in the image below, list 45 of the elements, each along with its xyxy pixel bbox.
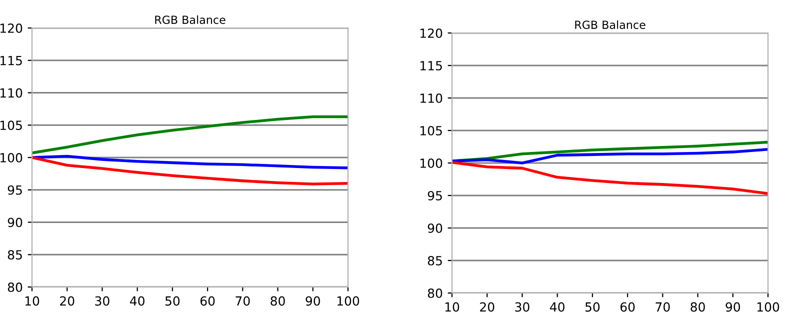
x-tick-label: 60 bbox=[200, 296, 215, 306]
y-tick-label: 115 bbox=[420, 61, 442, 70]
y-tick-label: 85 bbox=[8, 250, 22, 260]
x-tick-label: 90 bbox=[306, 296, 320, 306]
x-tick-label: 10 bbox=[445, 302, 460, 312]
y-tick-label: 110 bbox=[420, 93, 442, 103]
x-tick-label: 80 bbox=[270, 296, 285, 306]
y-tick-label: 90 bbox=[8, 218, 22, 228]
y-tick-label: 110 bbox=[0, 88, 22, 98]
y-tick-label: 100 bbox=[420, 158, 442, 168]
chart-title: RGB Balance bbox=[155, 15, 226, 24]
y-tick-label: 105 bbox=[0, 120, 22, 130]
line-series bbox=[452, 148, 768, 164]
y-tick-label: 120 bbox=[0, 23, 22, 33]
x-tick-label: 30 bbox=[95, 296, 110, 306]
x-tick-label: 20 bbox=[480, 302, 494, 312]
y-tick-label: 105 bbox=[420, 126, 442, 136]
line-series bbox=[32, 154, 348, 170]
x-tick-label: 70 bbox=[236, 296, 250, 306]
x-tick-label: 40 bbox=[550, 302, 564, 312]
y-tick-label: 115 bbox=[0, 56, 22, 66]
x-tick-label: 100 bbox=[337, 296, 360, 306]
x-tick-label: 50 bbox=[165, 296, 180, 306]
x-tick-label: 90 bbox=[726, 302, 740, 312]
y-tick-label: 100 bbox=[0, 152, 22, 162]
y-tick-label: 90 bbox=[428, 223, 442, 233]
y-tick-label: 95 bbox=[8, 185, 22, 195]
x-tick-label: 100 bbox=[757, 302, 780, 312]
line-series bbox=[32, 115, 348, 154]
x-tick-label: 10 bbox=[25, 296, 40, 306]
y-tick-label: 95 bbox=[428, 190, 442, 200]
y-tick-label: 120 bbox=[420, 28, 442, 38]
line-series bbox=[32, 156, 348, 186]
x-tick-label: 30 bbox=[515, 302, 530, 312]
y-tick-label: 85 bbox=[428, 256, 442, 266]
y-tick-label: 80 bbox=[8, 282, 22, 292]
x-tick-label: 70 bbox=[656, 302, 670, 312]
x-tick-label: 80 bbox=[690, 302, 705, 312]
x-tick-label: 40 bbox=[130, 296, 144, 306]
x-tick-label: 50 bbox=[585, 302, 600, 312]
x-tick-label: 20 bbox=[60, 296, 74, 306]
line-series bbox=[452, 160, 768, 195]
y-tick-label: 80 bbox=[428, 288, 442, 298]
x-tick-label: 60 bbox=[620, 302, 635, 312]
chart-title: RGB Balance bbox=[575, 20, 646, 29]
